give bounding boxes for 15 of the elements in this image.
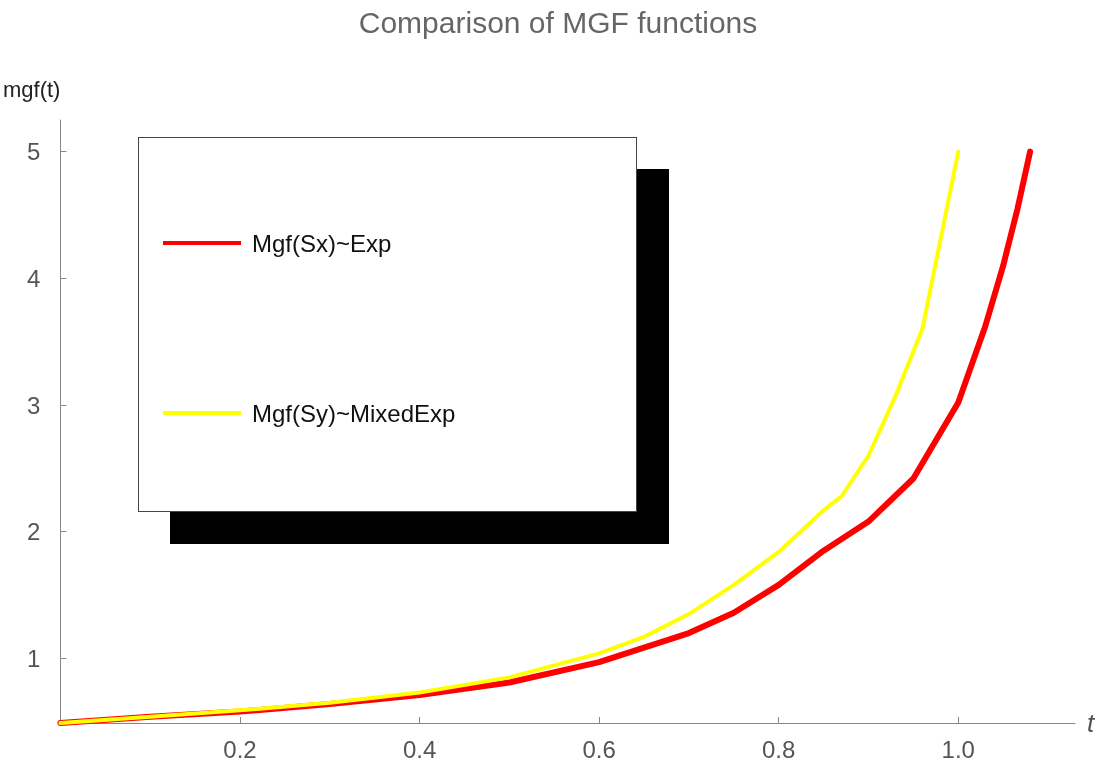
x-axis-title: t: [1087, 708, 1096, 738]
legend-label: Mgf(Sy)~MixedExp: [252, 399, 456, 427]
y-tick-label: 2: [27, 518, 41, 546]
y-axis-title: mgf(t): [2, 76, 61, 102]
y-tick-label: 5: [27, 138, 41, 166]
y-tick-label: 3: [27, 391, 41, 419]
x-tick-label: 1.0: [941, 735, 975, 763]
y-tick-label: 1: [27, 644, 41, 672]
legend-label: Mgf(Sx)~Exp: [252, 229, 392, 257]
chart-title: Comparison of MGF functions: [358, 5, 758, 39]
x-tick-label: 0.2: [223, 735, 257, 763]
x-tick-label: 0.6: [582, 735, 616, 763]
x-tick-label: 0.8: [762, 735, 796, 763]
y-tick-label: 4: [27, 264, 41, 292]
x-tick-label: 0.4: [402, 735, 437, 763]
